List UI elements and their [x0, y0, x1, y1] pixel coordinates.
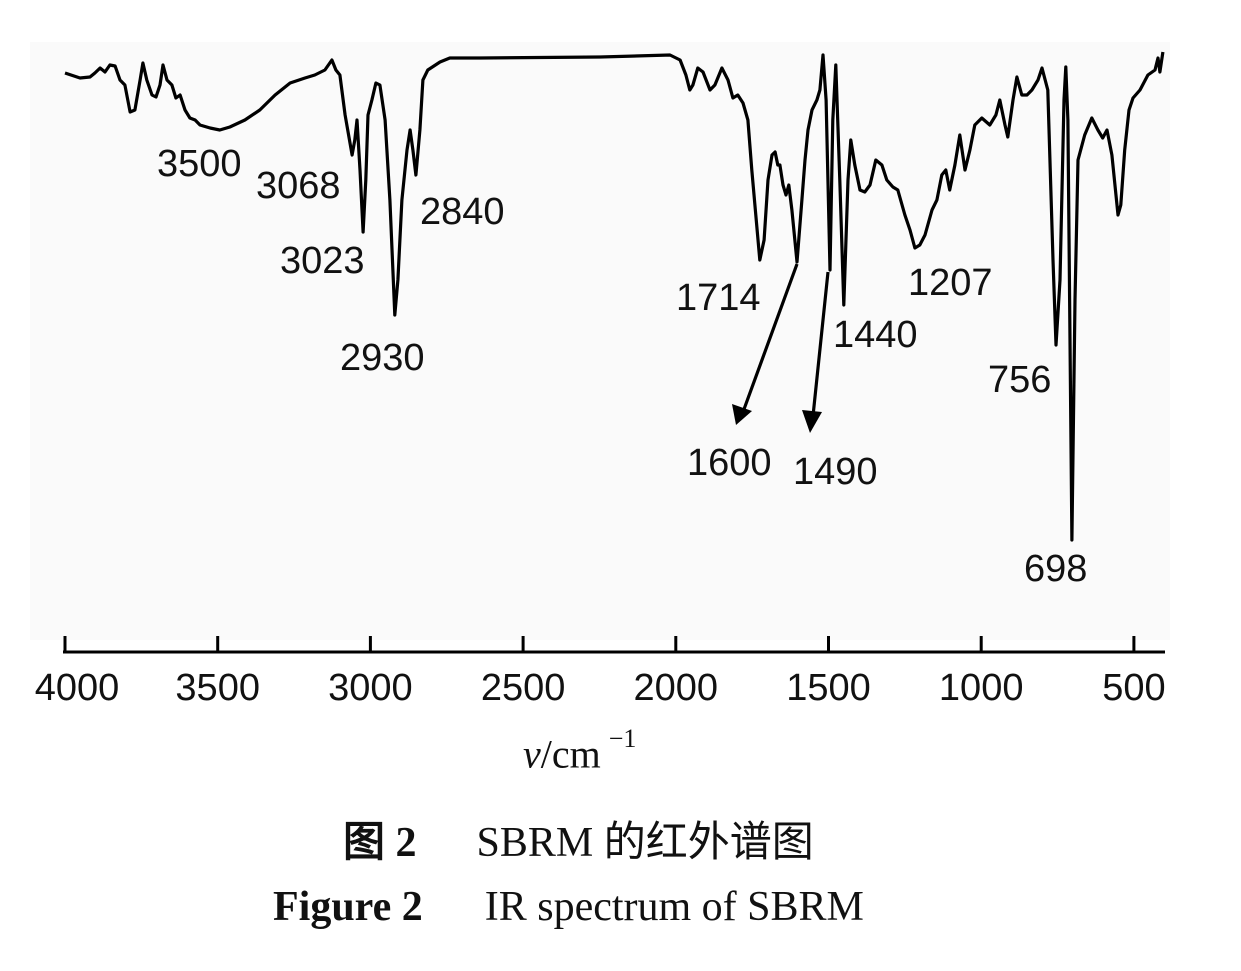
x-axis-unit: /cm: [540, 731, 601, 777]
peak-label-2840: 2840: [420, 191, 505, 233]
x-tick-label: 2000: [634, 667, 719, 709]
peak-label-3068: 3068: [256, 165, 341, 207]
arrow-1600: [741, 263, 799, 413]
peak-label-1490: 1490: [793, 451, 878, 493]
x-tick-label: 3000: [328, 667, 413, 709]
x-tick-label: 500: [1102, 667, 1165, 709]
peak-label-1440: 1440: [833, 314, 918, 356]
spectrum-line: [64, 51, 1165, 542]
peak-label-756: 756: [988, 359, 1052, 401]
peak-label-698: 698: [1024, 548, 1088, 590]
plot-area: [30, 42, 1170, 640]
x-tick-label: 4000: [35, 667, 120, 709]
caption-cn-text: SBRM 的红外谱图: [476, 820, 814, 866]
peak-label-1207: 1207: [908, 262, 993, 304]
caption-cn: 图 2 SBRM 的红外谱图: [343, 808, 814, 869]
peak-label-1600: 1600: [687, 442, 772, 484]
caption-en: Figure 2 IR spectrum of SBRM: [273, 883, 864, 931]
x-tick-label: 3500: [175, 667, 260, 709]
caption-en-figure: Figure 2: [273, 884, 423, 930]
arrowhead-1490: [802, 410, 822, 433]
x-tick-label: 1000: [939, 667, 1024, 709]
peak-label-2930: 2930: [340, 337, 425, 379]
peak-label-3500: 3500: [157, 143, 242, 185]
caption-cn-figure: 图 2: [343, 820, 417, 866]
caption-en-text: IR spectrum of SBRM: [484, 884, 864, 930]
arrowhead-1600: [732, 404, 752, 425]
x-tick-label: 2500: [481, 667, 566, 709]
x-tick-label: 1500: [786, 667, 871, 709]
x-axis-label: ν/cm −1: [523, 724, 636, 777]
x-axis-symbol: ν: [523, 731, 541, 777]
arrow-1490: [811, 271, 830, 417]
x-axis-exponent: −1: [608, 724, 637, 753]
peak-label-1714: 1714: [676, 277, 761, 319]
peak-label-3023: 3023: [280, 240, 365, 282]
